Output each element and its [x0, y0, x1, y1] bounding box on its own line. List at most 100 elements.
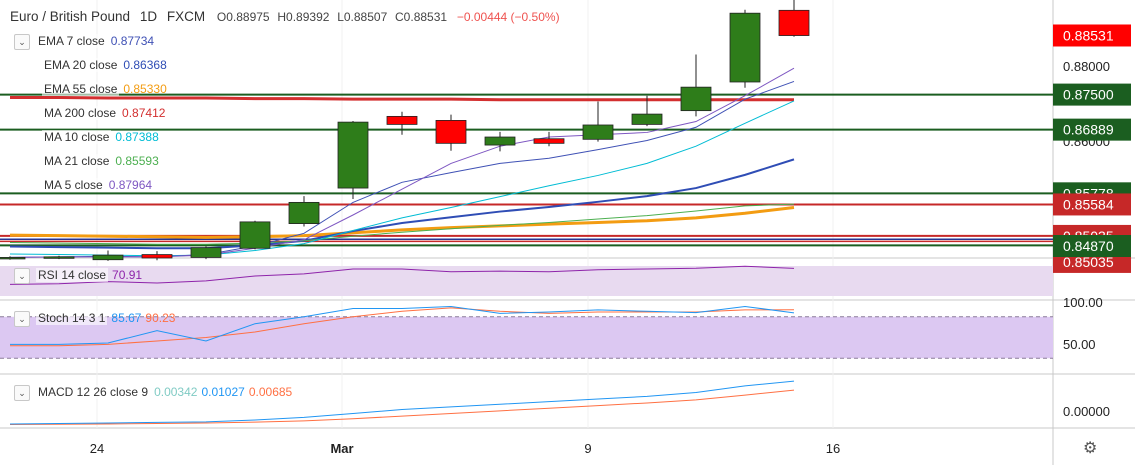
price-tag-label: 0.85584 — [1063, 196, 1114, 212]
chevron-down-icon[interactable]: ⌄ — [14, 34, 30, 50]
legend-value: 0.87964 — [108, 178, 153, 192]
candle-up — [729, 12, 761, 83]
legend-label: MA 21 close — [42, 154, 112, 168]
source-label: FXCM — [166, 9, 206, 24]
rsi-pane — [0, 265, 1053, 296]
ema55-line — [9, 206, 795, 239]
legend-label: MA 10 close — [42, 130, 112, 144]
legend-value: 0.85593 — [115, 154, 159, 168]
legend-label: MA 200 close — [42, 106, 119, 120]
candle-up — [239, 221, 271, 249]
ma21-line — [9, 203, 795, 245]
candle-up — [92, 254, 124, 261]
rsi-line — [9, 265, 795, 285]
x-tick-label: 16 — [826, 441, 840, 456]
candle-up — [43, 256, 75, 259]
legend-item: MA 10 close 0.87388 — [42, 130, 159, 144]
chevron-down-icon[interactable]: ⌄ — [14, 311, 30, 327]
stoch-k-value: 85.67 — [111, 311, 142, 326]
candle-up — [680, 86, 712, 112]
macd-value: 0.01027 — [201, 385, 245, 400]
stoch-label: Stoch 14 3 1 — [36, 311, 108, 326]
macd-line — [9, 380, 795, 425]
macd-signal-value: 0.00685 — [248, 385, 293, 400]
price-tag-label: 0.86889 — [1063, 122, 1114, 138]
rsi-label: RSI 14 close — [36, 268, 109, 283]
candle-up — [337, 121, 369, 189]
rsi-band — [0, 266, 1053, 296]
chevron-down-icon[interactable]: ⌄ — [14, 385, 30, 401]
stoch-band — [0, 316, 1053, 359]
price-tag — [1053, 235, 1131, 257]
legend-value: 0.85330 — [123, 82, 167, 96]
macd-label: MACD 12 26 close 9 — [36, 385, 151, 400]
rsi-legend: ⌄ RSI 14 close 70.91 — [14, 268, 142, 284]
candle-down — [778, 9, 810, 36]
rsi-value: 70.91 — [112, 268, 143, 283]
stoch-pane — [0, 305, 1053, 359]
candle-up — [582, 124, 614, 140]
legend-value: 0.87412 — [122, 106, 166, 120]
candles — [0, 0, 810, 261]
gear-icon[interactable]: ⚙ — [1083, 440, 1098, 457]
legend-item: MA 21 close 0.85593 — [42, 154, 159, 168]
ma5-line — [9, 67, 795, 258]
candle-up — [631, 113, 663, 125]
stoch-legend: ⌄ Stoch 14 3 1 85.67 90.23 — [14, 311, 175, 327]
change-value: −0.00444 (−0.50%) — [456, 10, 560, 24]
x-tick-label: 24 — [90, 441, 104, 456]
moving-averages — [9, 67, 795, 258]
candle-up — [484, 136, 516, 146]
chevron-down-icon[interactable]: ⌄ — [14, 268, 30, 284]
open-value: O0.88975 — [216, 10, 270, 24]
symbol-title: Euro / British Pound — [10, 9, 131, 24]
x-tick-label: Mar — [330, 441, 353, 456]
candle-up — [190, 247, 222, 258]
macd-tick: 0.00000 — [1063, 404, 1110, 419]
price-tag — [1053, 118, 1131, 141]
macd-pane — [9, 380, 795, 426]
legend-label: MA 5 close — [42, 178, 105, 192]
ma10-line — [9, 100, 795, 257]
price-tag-label: 0.85035 — [1063, 254, 1114, 270]
symbol-header: Euro / British Pound 1D FXCM O0.88975 H0… — [10, 9, 560, 24]
price-tag — [1053, 83, 1131, 106]
candle-down — [533, 138, 565, 144]
price-tick: 0.88000 — [1063, 59, 1110, 74]
legend-label: EMA 55 close — [42, 82, 120, 96]
stoch-tick: 100.00 — [1063, 295, 1103, 310]
candle-down — [386, 115, 418, 125]
interval-label: 1D — [139, 9, 158, 24]
high-value: H0.89392 — [277, 10, 330, 24]
legend-item: EMA 20 close 0.86368 — [42, 58, 167, 72]
macd-hist-value: 0.00342 — [154, 385, 198, 400]
price-tag-label: 0.84870 — [1063, 238, 1114, 254]
price-tag-label: 0.87500 — [1063, 87, 1114, 103]
ema20-line — [9, 158, 795, 250]
legend-label: EMA 7 close — [36, 34, 107, 49]
legend-value: 0.87388 — [115, 130, 159, 144]
candle-down — [141, 254, 173, 259]
legend-item: EMA 55 close 0.85330 — [42, 82, 167, 96]
legend-item: MA 200 close 0.87412 — [42, 106, 165, 120]
low-value: L0.88507 — [337, 10, 388, 24]
x-tick-label: 9 — [584, 441, 591, 456]
price-tag — [1053, 24, 1131, 47]
legend-value: 0.87734 — [110, 34, 155, 49]
macd-legend: ⌄ MACD 12 26 close 9 0.00342 0.01027 0.00685 — [14, 385, 292, 401]
candle-up — [288, 201, 320, 225]
stoch-d-value: 90.23 — [145, 311, 176, 326]
legend-item: ⌄ EMA 7 close 0.87734 — [14, 34, 154, 50]
ma200-line — [10, 95, 794, 102]
legend-item: MA 5 close 0.87964 — [42, 178, 152, 192]
price-tag-label: 0.88531 — [1063, 27, 1114, 43]
legend-value: 0.86368 — [123, 58, 167, 72]
axes: 0.880000.860000.885310.875000.868890.857… — [90, 24, 1131, 456]
candle-down — [435, 120, 467, 144]
horizontal-levels — [0, 93, 1053, 247]
stoch-tick: 50.00 — [1063, 337, 1096, 352]
close-value: C0.88531 — [395, 10, 448, 24]
